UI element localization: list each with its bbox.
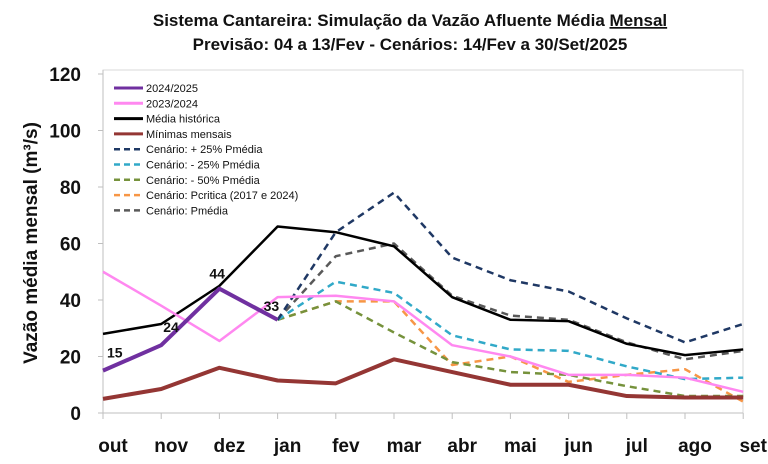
- data-labels: 15 24 44 33: [107, 266, 279, 361]
- chart-title-main: Sistema Cantareira: Simulação da Vazão A…: [153, 11, 610, 30]
- x-tick-label: jun: [563, 436, 593, 457]
- x-tick-label: jan: [273, 436, 301, 457]
- legend-label: Cenário: - 50% Pmédia: [146, 175, 261, 187]
- legend-label: Cenário: Pmédia: [146, 205, 229, 217]
- y-tick-label: 60: [60, 235, 81, 256]
- y-tick-label: 0: [70, 404, 81, 425]
- series-cen-rio-25-pm-dia: [276, 191, 744, 344]
- series-m-nimas-mensais: [102, 357, 744, 401]
- series-cen-rio-25-pm-dia: [276, 280, 744, 381]
- x-tick-label: dez: [214, 436, 246, 457]
- y-tick-label: 100: [49, 122, 81, 143]
- axes: 0 20 40 60 80 100 120 out nov dez jan fev mar abr mai j…: [49, 65, 767, 457]
- x-tick-label: set: [739, 436, 767, 457]
- legend-label: Cenário: + 25% Pmédia: [146, 144, 263, 156]
- legend-label: 2023/2024: [146, 98, 198, 110]
- series-m-dia-hist-rica: [102, 225, 744, 357]
- legend-label: Cenário: Pcritica (2017 e 2024): [146, 190, 298, 202]
- series-2023-2024: [102, 270, 744, 394]
- x-tick-label: nov: [154, 436, 188, 457]
- data-label: 33: [264, 298, 280, 314]
- x-tick-label: jul: [625, 436, 648, 457]
- x-tick-label: ago: [678, 436, 712, 457]
- x-tick-label: fev: [332, 436, 360, 457]
- y-axis-label: Vazão média mensal (m³/s): [21, 122, 42, 364]
- chart-title-underlined: Mensal: [610, 11, 668, 30]
- x-tick-label: mar: [387, 436, 422, 457]
- x-tick-label: out: [98, 436, 128, 457]
- series-cen-rio-50-pm-dia: [277, 300, 744, 398]
- y-tick-label: 40: [60, 291, 81, 312]
- legend-label: Cenário: - 25% Pmédia: [146, 160, 261, 172]
- series-2024-2025: [102, 286, 279, 373]
- y-tick-label: 120: [49, 65, 81, 86]
- series-cen-rio-pm-dia: [276, 242, 744, 361]
- legend-label: Mínimas mensais: [146, 129, 232, 141]
- chart-title: Sistema Cantareira: Simulação da Vazão A…: [153, 11, 667, 30]
- x-tick-label: abr: [447, 436, 477, 457]
- series-lines: [102, 191, 744, 403]
- legend: 2024/2025 2023/2024 Média histórica Mínimas…: [114, 83, 298, 217]
- y-tick-label: 20: [60, 348, 81, 369]
- legend-label: Média histórica: [146, 114, 221, 126]
- data-label: 24: [163, 319, 179, 335]
- data-label: 44: [209, 266, 225, 282]
- legend-label: 2024/2025: [146, 83, 198, 95]
- data-label: 15: [107, 345, 123, 361]
- y-tick-label: 80: [60, 178, 81, 199]
- chart-subtitle: Previsão: 04 a 13/Fev - Cenários: 14/Fev…: [193, 35, 628, 54]
- x-tick-label: mai: [504, 436, 537, 457]
